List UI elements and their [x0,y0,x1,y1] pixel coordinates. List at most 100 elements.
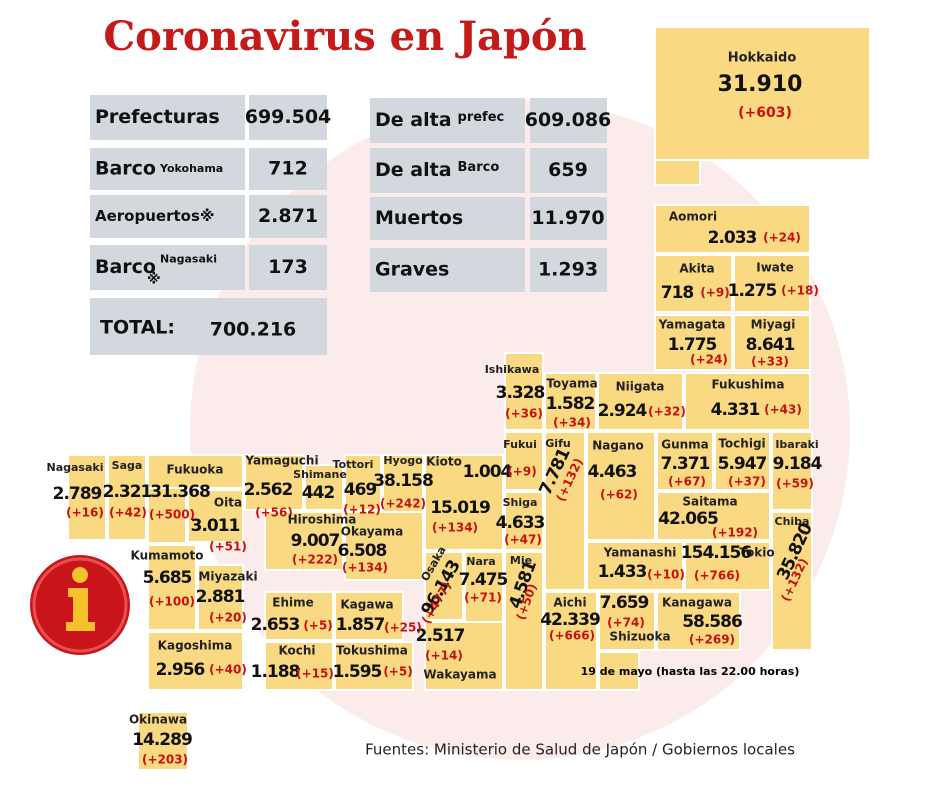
prefecture-name: Miyazaki [198,570,257,584]
prefecture-value: 42.339 [540,610,600,630]
prefecture-change: (+242) [380,497,426,511]
prefecture-value: 1.188 [251,662,300,682]
prefecture-value: 2.517 [416,626,465,646]
summary-value: 699.504 [245,106,332,128]
prefecture-tile [544,431,586,591]
prefecture-tile [504,352,544,431]
total-value: 700.216 [210,319,297,341]
summary-value: 2.871 [258,205,318,227]
prefecture-change: (+37) [728,475,766,489]
summary-label: Prefecturas [95,106,220,128]
prefecture-change: (+32) [648,405,686,419]
prefecture-name: Hyogo [383,454,423,467]
prefecture-value: 14.289 [132,730,192,750]
prefecture-change: (+134) [342,561,388,575]
summary-value-box [530,148,607,193]
summary-value-box [249,245,327,290]
prefecture-value: 4.331 [711,400,760,420]
prefecture-value: 3.328 [496,383,545,403]
prefecture-name: Fukuoka [167,463,224,477]
summary-sublabel: Barco [458,160,500,175]
prefecture-value: 1.857 [336,615,385,635]
prefecture-name: Tokushima [336,644,408,658]
prefecture-tile [733,314,811,371]
prefecture-tile [654,204,811,254]
prefecture-tile [147,454,244,489]
prefecture-value: 442 [302,483,335,503]
prefecture-change: (+5) [383,665,412,679]
prefecture-tile [344,454,382,511]
prefecture-name: Akita [679,262,714,276]
summary-label-box [370,248,525,292]
prefecture-name: Kagawa [340,598,393,612]
prefecture-tile [344,511,424,581]
prefecture-change: (+14) [425,649,463,663]
prefecture-change: (+56) [255,506,293,520]
prefecture-value: 58.586 [682,612,742,632]
summary-value-box [249,148,327,190]
prefecture-change: (+134) [432,521,478,535]
summary-label-box [90,95,245,140]
prefecture-tile [684,541,771,591]
prefecture-change: (+71) [464,591,502,605]
title: Coronavirus en Japón [103,13,586,60]
prefecture-change: (+9) [700,286,729,300]
prefecture-name: Gifu [545,437,570,450]
summary-value: 659 [548,159,588,181]
prefecture-change: (+18) [781,284,819,298]
summary-label: Muertos [375,207,463,229]
summary-label: Aeropuertos※ [95,207,214,225]
prefecture-change: (+36) [505,407,543,421]
summary-value-box [530,98,607,143]
prefecture-name: Ibaraki [775,438,818,451]
prefecture-tile [771,431,813,511]
summary-value: 609.086 [525,109,612,131]
prefecture-tile [244,454,304,511]
prefecture-name: Kumamoto [131,549,204,563]
prefecture-change: (+24) [690,353,728,367]
prefecture-value: 2.653 [251,615,300,635]
summary-label-box [370,148,525,193]
prefecture-tile [586,541,684,591]
summary-value: 11.970 [531,207,604,229]
prefecture-name: Mie [510,554,532,567]
prefecture-tile [187,489,244,543]
prefecture-value: 2.321 [103,482,152,502]
prefecture-change: (+203) [142,753,188,767]
prefecture-change: (+192) [712,526,758,540]
prefecture-name: Shizuoka [609,630,670,644]
prefecture-tile [656,431,714,491]
prefecture-name: Chiba [775,515,810,528]
prefecture-value: 469 [344,480,377,500]
prefecture-value: 9.184 [773,454,823,474]
prefecture-name: Oita [214,496,242,510]
prefecture-name: Nagasaki [47,461,104,474]
prefecture-tile [714,431,771,491]
prefecture-value: 2.881 [196,587,245,607]
date-note: 19 de mayo (hasta las 22.00 horas) [581,665,800,678]
prefecture-tile [504,551,544,691]
prefecture-name: Iwate [756,261,794,275]
prefecture-change: (+222) [292,553,338,567]
prefecture-value: 718 [661,283,694,303]
prefecture-value: 7.371 [661,454,710,474]
prefecture-change: (+24) [763,231,801,245]
total-label: TOTAL: [100,317,175,339]
prefecture-tile [598,591,656,651]
prefecture-name: Aichi [553,596,586,610]
prefecture-change: (+40) [209,663,247,677]
prefecture-value: 31.910 [718,72,803,97]
prefecture-name: Saga [112,459,143,472]
prefecture-value: 7.475 [459,570,508,590]
prefecture-value: 1.004 [463,462,513,482]
prefecture-value: 1.582 [546,394,595,414]
prefecture-tile [684,372,811,431]
prefecture-tile [504,491,544,551]
prefecture-tile [264,591,334,641]
prefecture-value: 6.508 [338,541,387,561]
summary-label: Barco [95,158,156,180]
summary-label-box [370,98,525,143]
prefecture-change: (+42) [109,506,147,520]
prefecture-name: Gunma [661,438,709,452]
info-icon [30,555,130,655]
